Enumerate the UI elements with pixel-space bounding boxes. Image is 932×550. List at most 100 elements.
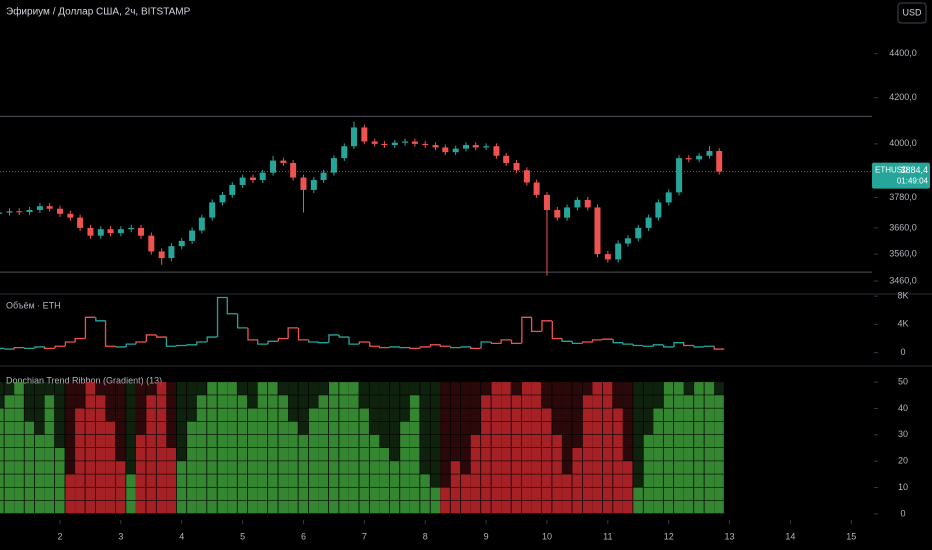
ribbon-cell <box>146 421 156 435</box>
ribbon-cell <box>156 500 167 514</box>
ribbon-cell <box>592 421 603 435</box>
ribbon-cell <box>115 395 126 408</box>
ribbon-cell <box>146 434 156 448</box>
ribbon-cell <box>187 461 197 474</box>
ribbon-cell <box>95 382 106 395</box>
ribbon-cell <box>379 448 390 461</box>
ribbon-cell <box>562 421 572 435</box>
candle-body <box>543 194 550 210</box>
ribbon-cell <box>318 382 329 395</box>
ribbon-cell <box>278 500 289 514</box>
ribbon-cell <box>44 461 55 474</box>
ribbon-column <box>85 382 96 514</box>
ribbon-cell <box>461 448 471 461</box>
currency-label[interactable]: USD <box>902 7 922 17</box>
ribbon-cell <box>674 395 684 408</box>
ribbon-cell <box>409 434 420 448</box>
ribbon-cell <box>420 461 430 474</box>
ribbon-cell <box>237 500 248 514</box>
candle-body <box>178 240 185 247</box>
ribbon-cell <box>541 500 552 514</box>
ribbon-cell <box>207 421 217 435</box>
ribbon-cell <box>187 448 197 461</box>
ribbon-cell <box>704 461 715 474</box>
ribbon-cell <box>339 408 349 422</box>
ribbon-cell <box>268 448 278 461</box>
ribbon-column <box>217 382 228 514</box>
ribbon-cell <box>14 395 24 408</box>
ribbon-cell <box>65 461 75 474</box>
candle-body <box>229 184 236 195</box>
y-tick-label: 0 <box>900 508 905 518</box>
y-tick-label: 30 <box>898 429 908 439</box>
ribbon-cell <box>308 500 319 514</box>
ribbon-cell <box>674 408 684 422</box>
ribbon-cell <box>572 461 582 474</box>
ribbon-cell <box>156 434 167 448</box>
ribbon-cell <box>389 434 400 448</box>
ribbon-cell <box>349 474 359 487</box>
ribbon-cell <box>14 434 24 448</box>
ribbon-column <box>14 382 24 514</box>
volume-step <box>257 339 268 345</box>
ribbon-cell <box>622 421 633 435</box>
ribbon-cell <box>339 434 349 448</box>
ribbon-cell <box>328 395 339 408</box>
ribbon-cell <box>379 500 390 514</box>
ribbon-cell <box>552 500 562 514</box>
ribbon-cell <box>663 474 674 487</box>
ribbon-cell <box>339 421 349 435</box>
ribbon-cell <box>450 500 461 514</box>
ribbon-column <box>247 382 258 514</box>
ribbon-cell <box>694 421 704 435</box>
volume-step <box>521 316 532 344</box>
ribbon-cell <box>359 474 369 487</box>
ribbon-column <box>653 382 663 514</box>
ribbon-cell <box>369 487 380 501</box>
ribbon-column <box>541 382 552 514</box>
ribbon-column <box>135 382 146 514</box>
ribbon-column <box>420 382 430 514</box>
ribbon-column <box>227 382 237 514</box>
ribbon-cell <box>318 434 329 448</box>
candle-body <box>422 143 429 146</box>
x-tick-label: 4 <box>179 531 184 541</box>
ribbon-cell <box>633 434 643 448</box>
ribbon-cell <box>268 474 278 487</box>
ribbon-cell <box>359 408 369 422</box>
ribbon-cell <box>592 434 603 448</box>
ribbon-cell <box>14 408 24 422</box>
volume-step <box>703 345 715 347</box>
ribbon-cell <box>622 500 633 514</box>
ribbon-cell <box>389 461 400 474</box>
ribbon-cell <box>470 487 481 501</box>
ribbon-cell <box>521 434 532 448</box>
ribbon-cell <box>105 500 116 514</box>
ribbon-cell <box>278 448 289 461</box>
ribbon-cell <box>288 421 298 435</box>
ribbon-cell <box>409 474 420 487</box>
ribbon-cell <box>653 421 663 435</box>
ribbon-cell <box>65 500 75 514</box>
ribbon-cell <box>653 448 663 461</box>
ribbon-cell <box>85 461 96 474</box>
ribbon-cell <box>135 434 146 448</box>
ribbon-cell <box>217 382 228 395</box>
ribbon-cell <box>653 474 663 487</box>
ribbon-cell <box>257 500 268 514</box>
ribbon-cell <box>633 421 643 435</box>
ribbon-cell <box>541 461 552 474</box>
ribbon-column <box>461 382 471 514</box>
ribbon-cell <box>135 395 146 408</box>
ribbon-cell <box>440 500 450 514</box>
ribbon-cell <box>237 421 248 435</box>
ribbon-cell <box>207 382 217 395</box>
ribbon-cell <box>409 448 420 461</box>
ribbon-cell <box>481 487 491 501</box>
ribbon-cell <box>328 448 339 461</box>
ribbon-cell <box>450 461 461 474</box>
ribbon-cell <box>430 448 441 461</box>
ribbon-cell <box>633 487 643 501</box>
currency-button[interactable] <box>897 2 927 24</box>
ribbon-cell <box>217 395 228 408</box>
